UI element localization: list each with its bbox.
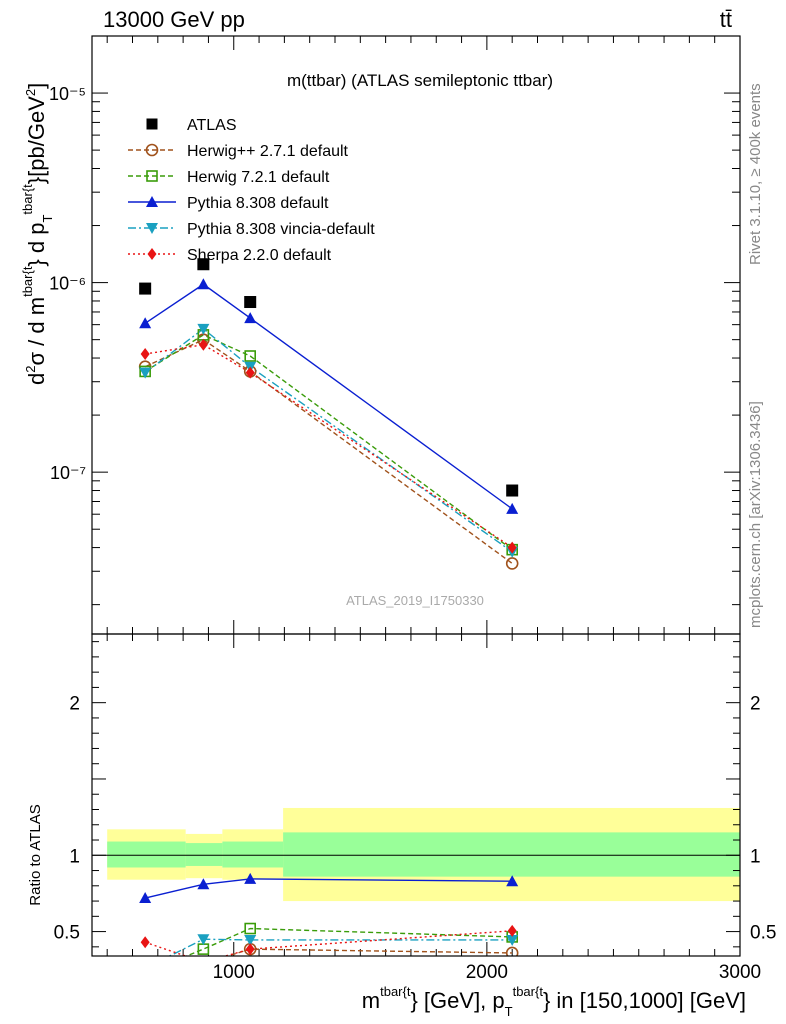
data-point [505,557,519,570]
svg-text:d2σ / d mtbar{t} d pTtbar{t}[p: d2σ / d mtbar{t} d pTtbar{t}[pb/GeV2] [20,83,55,385]
series-line [145,344,513,549]
ratio-y-tick-label-right: 0.5 [750,923,776,944]
collision-label: 13000 GeV pp [103,7,245,32]
legend-label: Herwig 7.2.1 default [187,169,330,186]
legend-label: ATLAS [187,117,237,134]
data-point [245,366,255,379]
data-point [198,338,208,351]
ratio-y-tick-label: 1 [69,846,80,867]
ratio-ylabel: Ratio to ATLAS [27,804,44,905]
ratio-point [197,943,210,955]
series-line [144,334,513,551]
legend-marker [146,118,158,130]
legend-label: Herwig++ 2.7.1 default [187,143,349,160]
x-axis-label: mtbar{t} [GeV], pTtbar{t} in [150,1000] … [362,984,746,1019]
y-tick-label: 10⁻⁵ [49,84,86,104]
ratio-point [140,968,150,978]
ratio-point [198,958,209,969]
ratio-point [140,969,151,980]
ratio-y-tick-label: 0.5 [54,923,80,944]
main-title: m(ttbar) (ATLAS semileptonic ttbar) [287,71,553,90]
data-point [506,502,519,514]
data-point [244,296,257,309]
ratio-point [244,872,257,884]
data-point [197,278,210,290]
band-inner [222,841,284,868]
x-tick-label: 2000 [466,962,508,983]
ratio-line [225,948,513,956]
svg-text:mtbar{t} [GeV], pTtbar{t} in [: mtbar{t} [GeV], pTtbar{t} in [150,1000] … [362,984,746,1019]
legend-label: Sherpa 2.2.0 default [187,247,332,264]
ratio-line [184,927,513,956]
ratio-point [506,875,519,887]
ratio-panel: 1000 2000 3000 0.5 1 2 0.5 1 2 [54,633,776,983]
data-point [244,312,257,324]
ratio-y-tick-label-right: 2 [750,694,761,715]
ratio-point [244,934,257,946]
legend: ATLAS Herwig++ 2.7.1 default Herwig 7.2.1 … [128,117,375,264]
main-panel: 10⁻⁷ 10⁻⁶ 10⁻⁵ [49,35,741,956]
legend-marker [147,248,157,260]
ratio-frame [91,633,741,957]
mcplots-label: mcplots.cern.ch [arXiv:1306.3436] [747,401,764,628]
series-line [144,338,513,564]
band-inner [107,841,186,868]
uncertainty-bands [107,807,740,902]
series-line [144,283,513,510]
ratio-point [197,878,210,890]
ratio-line [144,878,513,899]
legend-label: Pythia 8.308 vincia-default [187,221,375,238]
data-point [197,323,210,335]
band-inner [185,843,223,866]
series-line [144,327,513,553]
data-point [140,348,150,361]
ratio-point [139,892,152,904]
ratio-point [506,934,519,946]
ratio-point [197,934,210,946]
data-point [506,484,519,497]
main-series [138,258,519,570]
ratio-point [139,963,151,974]
ratio-y-tick-label: 2 [69,694,80,715]
watermark: ATLAS_2019_I1750330 [346,593,484,608]
data-point [139,282,152,295]
x-tick-label: 1000 [213,962,255,983]
ratio-point [244,922,257,935]
data-point [244,350,257,362]
ratio-point [507,924,517,937]
legend-marker [145,143,159,157]
ratio-series [139,872,519,980]
ratio-point [140,936,150,949]
band-inner [283,832,740,877]
legend-marker [146,223,158,234]
y-tick-label: 10⁻⁶ [49,274,86,294]
data-point [507,541,517,554]
ratio-point [199,956,208,968]
data-point [139,367,152,379]
ratio-point [245,943,255,956]
y-tick-label: 10⁻⁷ [50,463,86,483]
legend-marker [146,170,158,182]
ratio-point [505,946,519,956]
rivet-label: Rivet 3.1.10, ≥ 400k events [747,83,764,265]
legend-marker [146,196,158,207]
data-point [139,317,152,329]
process-label: tt̄ [720,7,732,32]
legend-label: Pythia 8.308 default [187,195,329,212]
ratio-y-tick-label-right: 1 [750,846,761,867]
data-point [197,258,210,271]
main-ylabel: d2σ / d mtbar{t} d pTtbar{t}[pb/GeV2] [20,83,55,385]
x-tick-label: 3000 [719,962,761,983]
